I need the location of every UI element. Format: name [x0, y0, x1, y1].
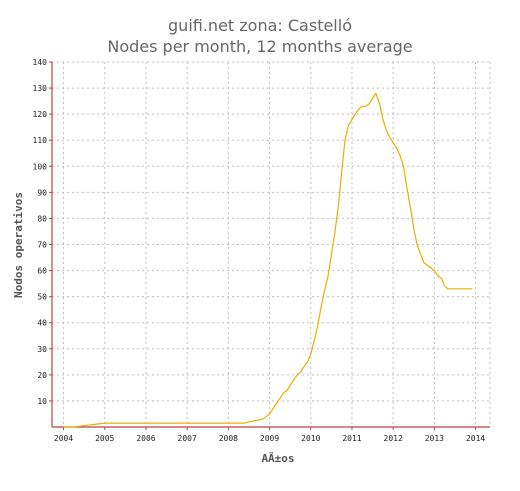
x-tick-label: 2014: [466, 434, 485, 443]
x-tick-label: 2004: [54, 434, 73, 443]
x-tick-label: 2013: [425, 434, 444, 443]
y-tick-label: 70: [37, 241, 47, 250]
y-tick-label: 100: [33, 162, 48, 171]
x-tick-label: 2005: [95, 434, 114, 443]
y-tick-label: 50: [37, 293, 47, 302]
x-tick-label: 2009: [260, 434, 279, 443]
x-tick-label: 2011: [342, 434, 361, 443]
grid-lines: [52, 61, 491, 427]
x-tick-label: 2008: [219, 434, 238, 443]
x-tick-label: 2006: [136, 434, 155, 443]
x-tick-label: 2007: [178, 434, 197, 443]
y-tick-label: 40: [37, 319, 47, 328]
y-tick-label: 20: [37, 371, 47, 380]
y-tick-label: 120: [33, 110, 48, 119]
y-tick-label: 140: [33, 58, 48, 67]
y-axis-title: Nodos operativos: [12, 192, 25, 298]
y-tick-label: 110: [33, 136, 48, 145]
series-layer: [63, 92, 473, 428]
y-tick-label: 80: [37, 214, 47, 223]
y-tick-label: 30: [37, 345, 47, 354]
tick-labels: 10 20 30 40 50 60 70 80 90 100 110 120 130 140 2004 200…: [33, 58, 486, 443]
chart-subtitle: Nodes per month, 12 months average: [107, 37, 412, 56]
y-tick-label: 60: [37, 267, 47, 276]
y-tick-label: 10: [37, 397, 47, 406]
chart-title: guifi.net zona: Castelló: [168, 16, 352, 35]
x-axis-title: AÃ±os: [261, 452, 294, 465]
y-tick-label: 90: [37, 188, 47, 197]
x-tick-label: 2012: [384, 434, 403, 443]
series-line: [63, 92, 473, 428]
y-tick-label: 130: [33, 84, 48, 93]
x-tick-label: 2010: [301, 434, 320, 443]
